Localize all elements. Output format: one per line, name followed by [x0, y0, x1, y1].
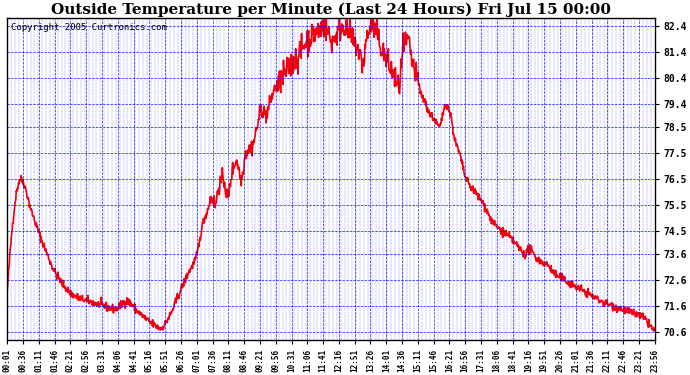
Text: Copyright 2005 Curtronics.com: Copyright 2005 Curtronics.com: [10, 23, 166, 32]
Title: Outside Temperature per Minute (Last 24 Hours) Fri Jul 15 00:00: Outside Temperature per Minute (Last 24 …: [51, 3, 611, 17]
